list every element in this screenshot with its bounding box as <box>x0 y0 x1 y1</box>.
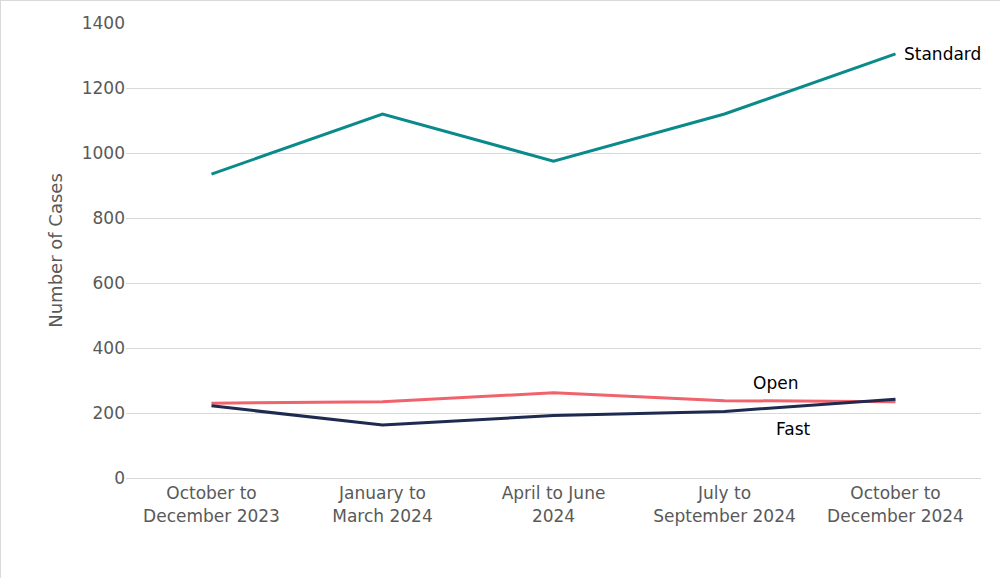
svg-text:200: 200 <box>93 403 125 423</box>
svg-text:600: 600 <box>93 273 125 293</box>
svg-text:Standard: Standard <box>904 44 981 64</box>
svg-text:1200: 1200 <box>82 78 125 98</box>
svg-text:Fast: Fast <box>776 419 810 439</box>
svg-text:July toSeptember 2024: July toSeptember 2024 <box>653 483 796 525</box>
svg-text:April to June2024: April to June2024 <box>502 483 606 525</box>
svg-text:Open: Open <box>753 373 798 393</box>
svg-text:January toMarch 2024: January toMarch 2024 <box>332 483 433 525</box>
svg-text:October toDecember 2023: October toDecember 2023 <box>143 483 280 525</box>
svg-text:1400: 1400 <box>82 13 125 33</box>
svg-text:Number of Cases: Number of Cases <box>45 173 66 328</box>
svg-text:October toDecember 2024: October toDecember 2024 <box>827 483 964 525</box>
svg-text:800: 800 <box>93 208 125 228</box>
svg-text:1000: 1000 <box>82 143 125 163</box>
svg-text:400: 400 <box>93 338 125 358</box>
svg-text:0: 0 <box>114 468 125 488</box>
